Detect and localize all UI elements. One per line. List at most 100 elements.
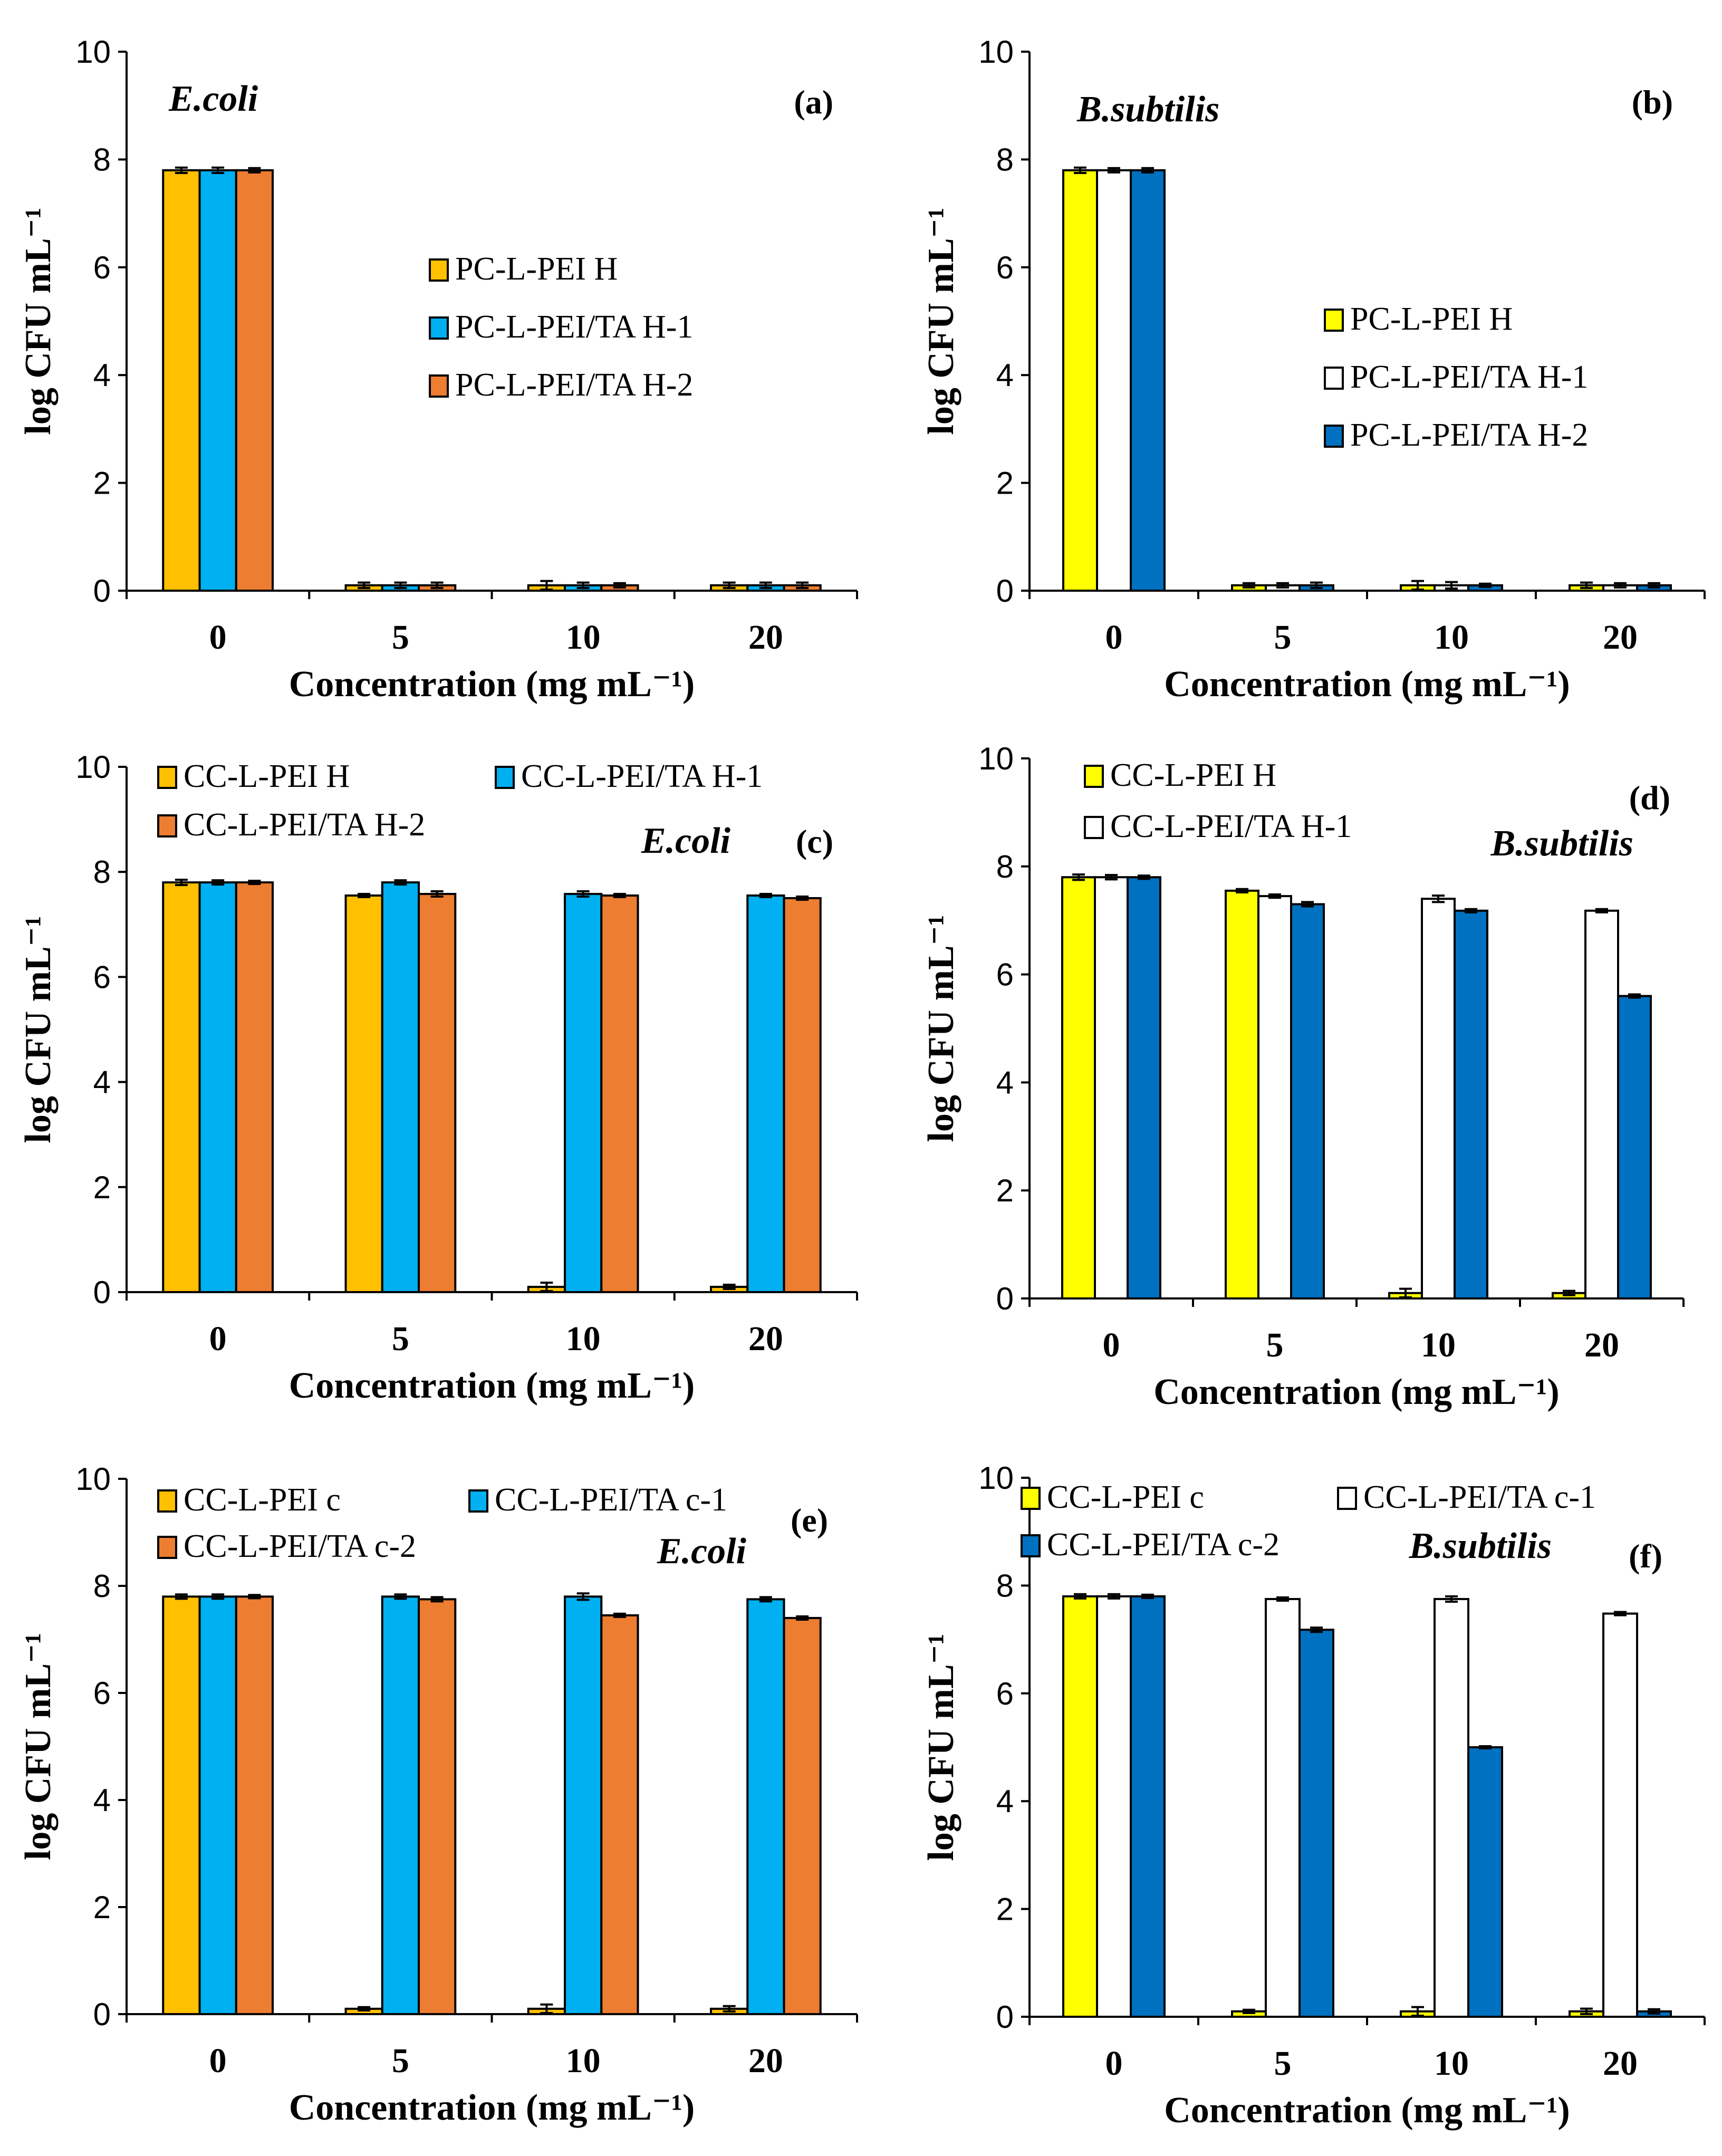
y-tick-label: 0 bbox=[93, 1275, 111, 1310]
y-tick-label: 4 bbox=[93, 1065, 111, 1100]
y-tick-label: 8 bbox=[93, 854, 111, 890]
bar bbox=[1257, 895, 1292, 1300]
bar bbox=[418, 1598, 457, 2015]
chart-panel-c: 0 2 4 6 8 10 0 5 10 20 log CFU mL⁻¹ Concentration (… bbox=[0, 718, 861, 1437]
legend-swatch bbox=[1324, 425, 1344, 448]
legend-swatch bbox=[157, 1536, 177, 1559]
x-tick-label: 5 bbox=[1274, 618, 1292, 657]
bar bbox=[162, 1595, 201, 2015]
y-axis-title: log CFU mL⁻¹ bbox=[921, 915, 961, 1142]
x-tick-label: 5 bbox=[392, 1320, 409, 1358]
chart-panel-e: 0 2 4 6 8 10 0 5 10 20 log CFU mL⁻¹ Concentration (… bbox=[0, 1437, 861, 2155]
y-tick-label: 8 bbox=[996, 849, 1014, 884]
x-tick-label: 0 bbox=[1103, 1326, 1120, 1364]
panel-label: (f) bbox=[1629, 1537, 1662, 1575]
legend-label: PC-L-PEI H bbox=[455, 251, 618, 287]
legend-swatch bbox=[157, 766, 177, 789]
bar bbox=[1096, 169, 1132, 592]
x-tick-label: 20 bbox=[1603, 2044, 1638, 2083]
organism-label: E.coli bbox=[168, 79, 258, 119]
legend-swatch bbox=[157, 1489, 177, 1513]
bar bbox=[1617, 995, 1652, 1300]
y-tick-label: 10 bbox=[75, 34, 111, 70]
chart-svg: 0 2 4 6 8 10 0 5 10 20 log CFU mL⁻¹ Concentration (… bbox=[921, 34, 1706, 705]
x-tick-label: 10 bbox=[1434, 618, 1469, 657]
bar bbox=[162, 881, 201, 1293]
legend-label: PC-L-PEI/TA H-2 bbox=[1350, 417, 1588, 453]
y-tick-label: 10 bbox=[978, 741, 1014, 776]
y-tick-label: 2 bbox=[996, 466, 1014, 501]
bar bbox=[235, 169, 274, 592]
legend-label: CC-L-PEI/TA H-1 bbox=[1110, 808, 1352, 844]
bar bbox=[1130, 169, 1166, 592]
y-tick-label: 8 bbox=[996, 142, 1014, 177]
x-axis-title: Concentration (mg mL⁻¹) bbox=[289, 1365, 695, 1406]
y-tick-label: 4 bbox=[996, 1784, 1014, 1819]
legend-label: CC-L-PEI c bbox=[1047, 1479, 1204, 1515]
x-tick-label: 0 bbox=[209, 1320, 227, 1358]
y-tick-label: 10 bbox=[978, 34, 1014, 70]
legend-swatch bbox=[1021, 1487, 1041, 1510]
y-tick-label: 6 bbox=[93, 959, 111, 995]
chart-svg: 0 2 4 6 8 10 0 5 10 20 log CFU mL⁻¹ Concentration (… bbox=[921, 1460, 1706, 2131]
y-tick-label: 4 bbox=[996, 358, 1014, 393]
chart-panel-a: 0 2 4 6 8 10 0 5 10 20 log CFU mL⁻¹ Concentration (… bbox=[0, 0, 861, 718]
y-axis-title: log CFU mL⁻¹ bbox=[921, 1633, 961, 1861]
bar bbox=[746, 1598, 785, 2015]
legend-label: CC-L-PEI c bbox=[184, 1482, 341, 1518]
bar bbox=[381, 881, 420, 1293]
x-axis-title: Concentration (mg mL⁻¹) bbox=[1164, 2090, 1570, 2131]
chart-panel-b: 0 2 4 6 8 10 0 5 10 20 log CFU mL⁻¹ Concentration (… bbox=[861, 0, 1721, 718]
y-tick-label: 10 bbox=[75, 749, 111, 785]
bar bbox=[600, 894, 639, 1293]
x-tick-label: 5 bbox=[392, 2042, 409, 2080]
x-tick-label: 20 bbox=[748, 1320, 783, 1358]
bar bbox=[162, 169, 201, 592]
legend-label: CC-L-PEI H bbox=[1110, 757, 1276, 793]
bar bbox=[1225, 889, 1259, 1300]
legend-label: CC-L-PEI/TA H-2 bbox=[184, 807, 425, 843]
bar bbox=[1061, 876, 1096, 1300]
x-tick-label: 5 bbox=[1266, 1326, 1284, 1364]
chart-panel-f: 0 2 4 6 8 10 0 5 10 20 log CFU mL⁻¹ Concentration (… bbox=[861, 1437, 1721, 2155]
bar bbox=[198, 881, 237, 1293]
legend-label: CC-L-PEI/TA c-1 bbox=[1363, 1479, 1596, 1515]
chart-svg: 0 2 4 6 8 10 0 5 10 20 log CFU mL⁻¹ Concentration (… bbox=[18, 749, 858, 1406]
bar bbox=[600, 1614, 639, 2015]
x-tick-label: 20 bbox=[1603, 618, 1638, 657]
bar bbox=[1130, 1595, 1166, 2018]
bar bbox=[564, 893, 603, 1294]
y-tick-label: 0 bbox=[93, 1997, 111, 2032]
legend-label: CC-L-PEI/TA c-1 bbox=[495, 1482, 727, 1518]
y-axis-title: log CFU mL⁻¹ bbox=[18, 1633, 59, 1860]
panel-label: (d) bbox=[1629, 779, 1670, 816]
bar bbox=[198, 1595, 237, 2015]
x-tick-label: 10 bbox=[1421, 1326, 1456, 1364]
legend-swatch bbox=[429, 374, 449, 398]
bar bbox=[198, 169, 237, 592]
panel-label: (e) bbox=[791, 1502, 828, 1539]
legend-label: CC-L-PEI/TA c-2 bbox=[184, 1528, 416, 1564]
organism-label: E.coli bbox=[641, 821, 731, 861]
y-axis-title: log CFU mL⁻¹ bbox=[18, 916, 59, 1143]
legend-label: PC-L-PEI/TA H-2 bbox=[455, 367, 693, 403]
y-tick-label: 4 bbox=[93, 358, 111, 393]
bar bbox=[235, 1595, 274, 2015]
x-tick-label: 5 bbox=[1274, 2044, 1292, 2083]
y-axis-title: log CFU mL⁻¹ bbox=[921, 207, 961, 435]
bar bbox=[1062, 1595, 1098, 2018]
x-axis-title: Concentration (mg mL⁻¹) bbox=[1153, 1372, 1560, 1412]
bar bbox=[381, 1595, 420, 2015]
y-tick-label: 8 bbox=[93, 142, 111, 177]
y-tick-label: 2 bbox=[93, 466, 111, 501]
legend-swatch bbox=[1084, 816, 1104, 839]
panel-label: (c) bbox=[796, 823, 833, 860]
legend-swatch bbox=[495, 766, 515, 789]
organism-label: B.subtilis bbox=[1490, 823, 1633, 864]
x-axis-title: Concentration (mg mL⁻¹) bbox=[289, 2087, 695, 2128]
legend-swatch bbox=[429, 316, 449, 340]
legend-swatch bbox=[429, 258, 449, 282]
y-tick-label: 2 bbox=[996, 1892, 1014, 1927]
legend-label: PC-L-PEI/TA H-1 bbox=[1350, 359, 1588, 395]
bar bbox=[1584, 909, 1619, 1300]
